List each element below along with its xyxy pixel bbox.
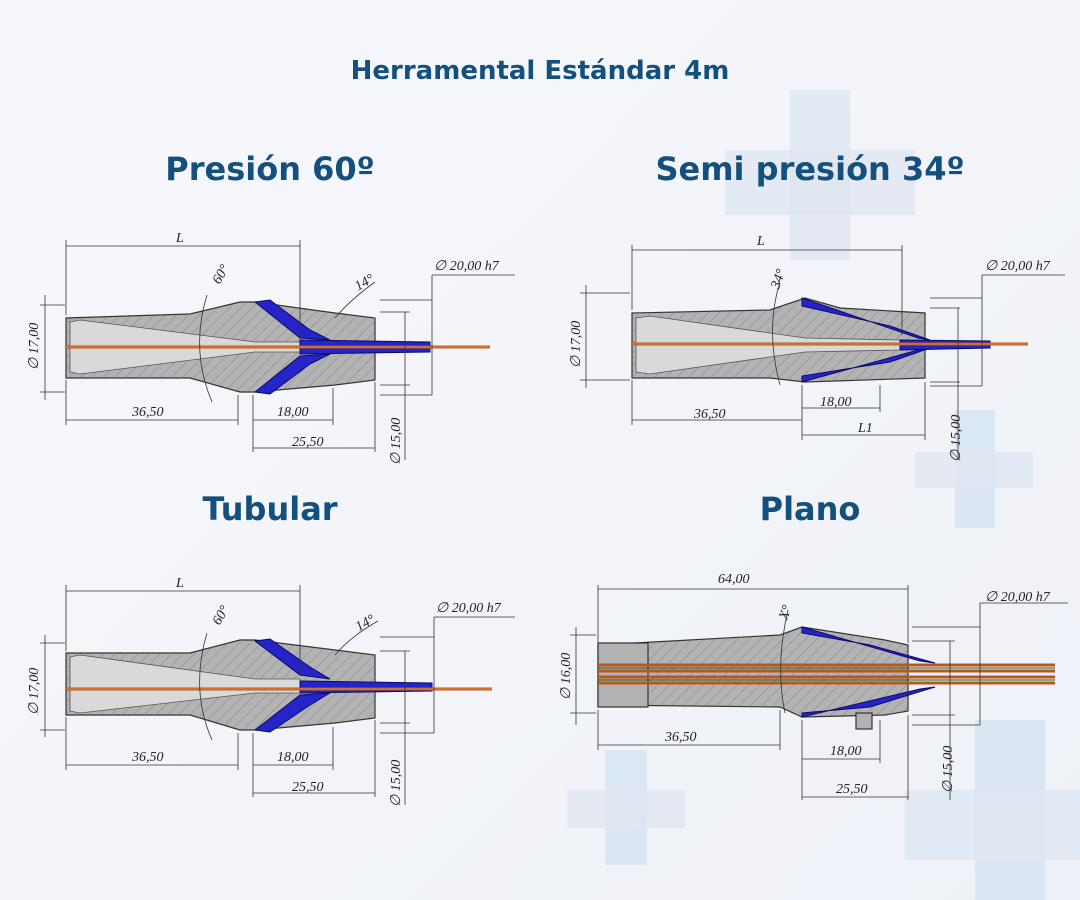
drawing-plano: 64,00 X° ∅ 20,00 h7 ∅ 16,00 36,50 18,00 … (559, 572, 1068, 800)
dim-angle-main: X° (776, 603, 795, 623)
dim-diameter-right: ∅ 15,00 (949, 415, 964, 462)
deco-cross-4b (905, 790, 1080, 860)
dimensions (40, 240, 515, 460)
panel-title-presion: Presión 60º (165, 150, 375, 188)
dim-outer-diameter: ∅ 20,00 h7 (436, 601, 502, 616)
dim-angle-secondary: 14° (353, 612, 378, 635)
dim-length: 64,00 (718, 572, 750, 587)
dim-length-right: L1 (857, 421, 873, 436)
dim-diameter-left: ∅ 17,00 (27, 668, 42, 715)
dim-length-right: 25,50 (836, 782, 868, 797)
dim-angle-main: 34° (768, 267, 789, 292)
panel-title-plano: Plano (759, 490, 861, 528)
panel-title-tubular: Tubular (202, 490, 338, 528)
dim-diameter-right: ∅ 15,00 (941, 746, 956, 793)
dim-length: L (175, 576, 184, 591)
panel-title-semi-presion: Semi presión 34º (655, 150, 965, 188)
dim-length-right: 25,50 (292, 435, 324, 450)
dim-length-insert: 18,00 (820, 395, 852, 410)
dim-diameter-left: ∅ 16,00 (559, 653, 574, 700)
dim-length-left: 36,50 (693, 407, 726, 422)
deco-cross-3b (567, 790, 685, 828)
blue-insert (801, 626, 936, 718)
dimensions (570, 585, 1068, 800)
dim-diameter-left: ∅ 17,00 (27, 323, 42, 370)
dim-angle-secondary: 14° (352, 271, 377, 294)
dimensions (40, 585, 515, 805)
dim-angle-main: 60° (210, 262, 233, 287)
dim-length-insert: 18,00 (277, 750, 309, 765)
tool-body (631, 297, 926, 383)
dim-length-left: 36,50 (131, 405, 164, 420)
dim-length: L (756, 234, 765, 249)
dim-length: L (175, 231, 184, 246)
drawing-semi-presion: L 34° ∅ 20,00 h7 ∅ 17,00 36,50 18,00 L1 … (569, 234, 1065, 462)
dim-length-insert: 18,00 (277, 405, 309, 420)
deco-cross-1b (725, 150, 915, 215)
dimensions (580, 245, 1065, 460)
drawing-tubular: L 60° 14° ∅ 20,00 h7 ∅ 17,00 36,50 18,00… (27, 576, 515, 807)
dim-length-left: 36,50 (664, 730, 697, 745)
dim-length-insert: 18,00 (830, 744, 862, 759)
dim-diameter-right: ∅ 15,00 (389, 760, 404, 807)
dim-length-left: 36,50 (131, 750, 164, 765)
dim-diameter-right: ∅ 15,00 (389, 418, 404, 465)
drawing-presion: L 60° 14° ∅ 20,00 h7 ∅ 17,00 36,50 18,00… (27, 231, 515, 465)
dim-outer-diameter: ∅ 20,00 h7 (985, 590, 1051, 605)
page-title: Herramental Estándar 4m (350, 56, 730, 86)
dim-outer-diameter: ∅ 20,00 h7 (985, 259, 1051, 274)
dim-diameter-left: ∅ 17,00 (569, 321, 584, 368)
flat-wires (598, 663, 1055, 685)
dim-length-right: 25,50 (292, 780, 324, 795)
dim-outer-diameter: ∅ 20,00 h7 (434, 259, 500, 274)
dim-angle-main: 60° (210, 603, 233, 628)
deco-cross-2b (915, 452, 1033, 488)
